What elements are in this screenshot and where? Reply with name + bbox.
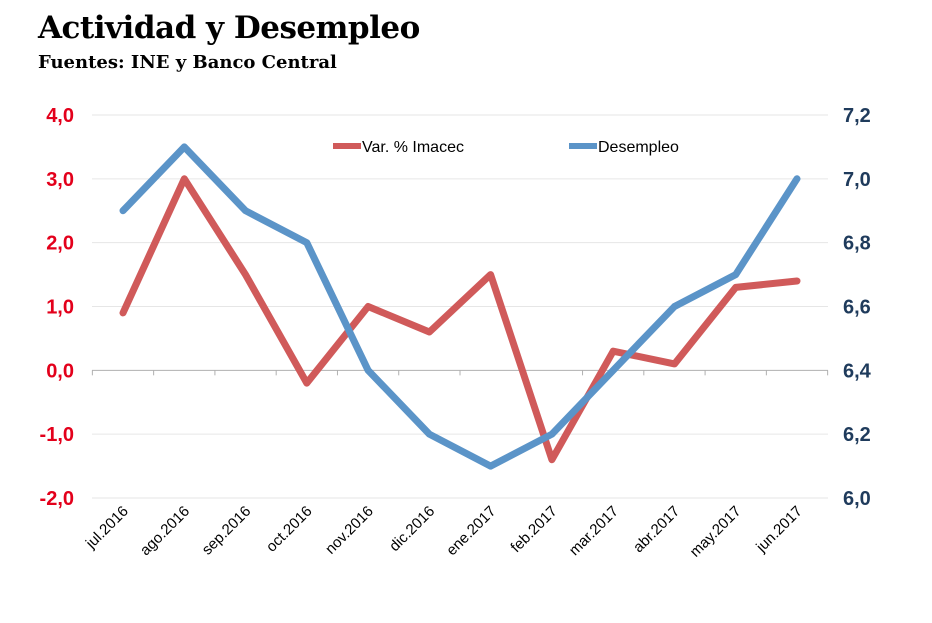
- x-tick-label: sep.2016: [199, 503, 255, 559]
- x-tick-label: jul.2016: [82, 503, 132, 553]
- left-tick-label: 0,0: [46, 360, 74, 382]
- series-line-imacec: [119, 175, 801, 464]
- x-tick-label: feb.2017: [507, 503, 560, 556]
- x-tick-label: dic.2016: [386, 503, 438, 555]
- left-tick-label: -2,0: [40, 488, 74, 510]
- right-tick-label: 6,4: [843, 360, 872, 382]
- series-line-desempleo: [119, 143, 801, 470]
- left-tick-label: -1,0: [40, 424, 74, 446]
- right-tick-label: 6,6: [843, 297, 871, 319]
- legend: Var. % Imacec Desempleo: [333, 139, 679, 156]
- left-tick-label: 1,0: [46, 297, 74, 319]
- x-tick-label: ago.2016: [137, 503, 193, 559]
- right-tick-label: 7,2: [843, 105, 871, 127]
- x-axis-ticks: jul.2016 ago.2016 sep.2016 oct.2016 nov.2016…: [82, 503, 806, 561]
- left-tick-label: 4,0: [46, 105, 74, 127]
- x-tick-label: oct.2016: [263, 503, 316, 556]
- right-tick-label: 6,8: [843, 233, 871, 255]
- series-lines: [119, 143, 801, 470]
- right-tick-label: 6,2: [843, 424, 871, 446]
- left-tick-label: 2,0: [46, 233, 74, 255]
- right-axis-ticks: 6,0 6,2 6,4 6,6 6,8 7,0 7,2: [843, 105, 872, 510]
- x-tick-label: abr.2017: [630, 503, 683, 556]
- left-tick-label: 3,0: [46, 169, 74, 191]
- left-axis-ticks: -2,0 -1,0 0,0 1,0 2,0 3,0 4,0: [40, 105, 74, 510]
- x-tick-label: nov.2016: [322, 503, 377, 558]
- right-tick-label: 7,0: [843, 169, 871, 191]
- legend-label-desempleo: Desempleo: [598, 139, 679, 156]
- chart-title: Actividad y Desempleo: [38, 10, 420, 46]
- x-tick-label: may.2017: [687, 503, 745, 561]
- right-tick-label: 6,0: [843, 488, 871, 510]
- x-tick-label: jun.2017: [752, 503, 805, 556]
- legend-label-imacec: Var. % Imacec: [362, 139, 464, 156]
- x-tick-label: mar.2017: [566, 503, 622, 559]
- chart-subtitle: Fuentes: INE y Banco Central: [38, 52, 337, 73]
- x-tick-label: ene.2017: [443, 503, 499, 559]
